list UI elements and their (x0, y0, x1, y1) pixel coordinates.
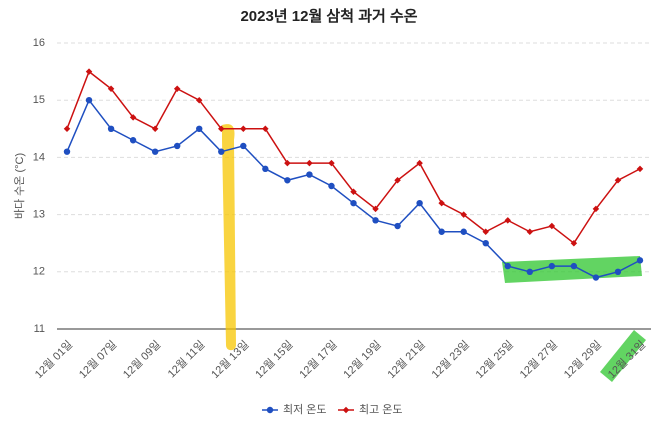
data-point (240, 125, 247, 133)
yellow-highlight (222, 124, 236, 351)
legend-marker (342, 406, 350, 414)
highlighter-annotations (222, 124, 646, 382)
data-point (173, 85, 181, 93)
data-point (350, 199, 357, 207)
data-point (438, 228, 445, 235)
legend-label: 최저 온도 (283, 403, 327, 416)
data-point (240, 142, 247, 150)
y-tick-label: 11 (34, 323, 45, 335)
data-point (63, 148, 71, 155)
data-point (482, 228, 489, 236)
legend-label: 최고 온도 (359, 403, 403, 416)
data-point (504, 217, 512, 224)
x-tick-label: 12월 09일 (120, 337, 164, 381)
data-point (350, 188, 357, 195)
data-point (129, 137, 137, 144)
y-tick-label: 16 (33, 37, 45, 49)
data-point (614, 268, 622, 275)
y-tick-label: 15 (33, 94, 45, 106)
data-point (107, 125, 115, 132)
data-point (526, 268, 534, 275)
y-tick-label: 13 (33, 209, 45, 221)
data-point (614, 177, 622, 184)
chart-title: 2023년 12월 삼척 과거 수온 (240, 8, 417, 25)
legend-marker (266, 406, 274, 414)
x-tick-label: 12월 11일 (164, 337, 207, 380)
data-point (85, 97, 93, 104)
x-tick-label: 12월 29일 (560, 337, 604, 381)
x-tick-label: 12월 19일 (340, 337, 384, 381)
data-point (636, 257, 644, 264)
green-highlight (502, 256, 642, 283)
x-tick-label: 12월 25일 (472, 337, 516, 381)
data-point (438, 199, 445, 207)
x-tick-label: 12월 07일 (76, 337, 120, 381)
data-point (195, 96, 203, 104)
data-point (151, 148, 159, 155)
data-point (526, 228, 534, 236)
data-point (372, 205, 379, 213)
x-tick-label: 12월 01일 (31, 337, 75, 381)
x-tick-label: 12월 21일 (384, 337, 428, 381)
data-point (592, 274, 600, 281)
data-point (460, 211, 467, 218)
y-tick-label: 12 (33, 266, 45, 278)
data-point (328, 159, 335, 167)
data-point (372, 217, 379, 224)
data-point (460, 228, 467, 235)
data-point (284, 177, 291, 184)
data-point (328, 182, 335, 190)
data-point (636, 165, 644, 173)
data-point (107, 85, 115, 93)
x-tick-label: 12월 17일 (296, 337, 340, 381)
green-highlight (600, 330, 646, 382)
data-point (548, 262, 556, 270)
data-point (173, 142, 181, 150)
data-point (306, 159, 313, 167)
data-point (416, 199, 423, 207)
data-point (196, 125, 203, 132)
data-point (218, 125, 225, 133)
data-point (284, 159, 291, 167)
data-point (85, 68, 93, 75)
data-point (416, 159, 423, 167)
data-point (63, 125, 71, 133)
data-point (482, 240, 489, 247)
x-tick-label: 12월 27일 (516, 337, 560, 381)
y-tick-label: 14 (33, 151, 45, 163)
data-point (504, 262, 511, 270)
data-point (129, 114, 137, 121)
data-point (394, 222, 401, 230)
data-point (262, 165, 269, 173)
y-axis-label: 바다 수온 (°C) (13, 153, 26, 219)
data-point (548, 222, 556, 230)
data-point (394, 177, 401, 184)
data-point (262, 125, 269, 133)
data-point (570, 262, 578, 270)
x-tick-label: 12월 15일 (252, 337, 296, 381)
data-point (151, 125, 159, 133)
data-point (218, 148, 225, 155)
x-tick-label: 12월 23일 (428, 337, 472, 381)
data-point (306, 171, 313, 178)
